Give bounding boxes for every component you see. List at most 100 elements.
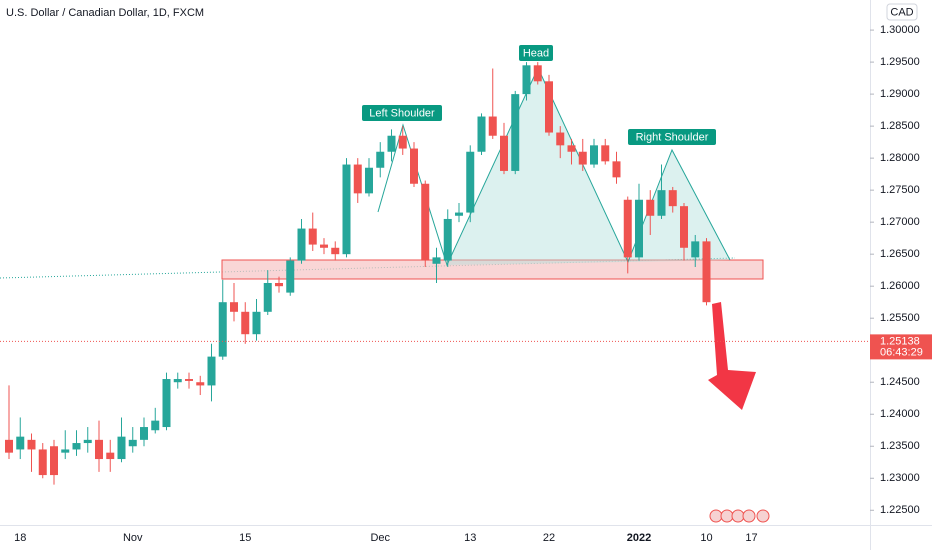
candle-body [241, 311, 250, 335]
candle-body [196, 382, 205, 386]
candle-body [252, 311, 261, 335]
y-tick-label: 1.27500 [880, 184, 920, 196]
candle-body [275, 282, 283, 287]
candle-body [500, 135, 508, 171]
candle-body [680, 206, 688, 248]
last-price-box [870, 334, 932, 360]
candle-body [106, 452, 115, 460]
candle-body [331, 247, 340, 255]
head-area [447, 68, 628, 265]
annotation: Right Shoulder [636, 131, 709, 143]
candle-body [590, 145, 598, 165]
y-tick-label: 1.26000 [880, 280, 920, 292]
candle-body [657, 190, 666, 216]
candle-body [185, 379, 193, 381]
y-tick-label: 1.28000 [880, 152, 920, 164]
last-price-label: 1.25138 [880, 335, 920, 347]
annotation-box [628, 129, 716, 145]
candle-body [387, 135, 396, 152]
candle-body [365, 167, 373, 194]
annotation: Left Shoulder [369, 107, 435, 119]
y-tick-label: 1.23500 [880, 440, 920, 452]
event-icons [709, 509, 770, 523]
currency: CAD [890, 6, 913, 18]
candle-body [691, 241, 700, 258]
countdown: 06:43:29 [880, 346, 923, 358]
x-tick-label: 15 [239, 532, 251, 544]
y-tick-label: 1.29000 [880, 88, 920, 100]
candle-body [207, 356, 216, 386]
candle-body [83, 439, 92, 444]
candle-body [162, 379, 171, 428]
y-tick-label: 1.24500 [880, 376, 920, 388]
candle-body [668, 190, 677, 207]
forecast-arrow [708, 302, 756, 410]
candle-body [16, 436, 25, 450]
x-tick-label: 18 [14, 532, 26, 544]
y-tick-label: 1.30000 [880, 24, 920, 36]
candle-body [646, 199, 655, 216]
candle-body [443, 218, 452, 261]
candle-body [511, 94, 520, 171]
candle-body [173, 379, 182, 383]
candle-body [522, 65, 531, 95]
annotation-box [362, 105, 442, 121]
candle-body [421, 183, 430, 261]
candle-body [477, 116, 486, 152]
candle-body [308, 228, 317, 245]
candle-body [72, 443, 81, 450]
candle-body [455, 212, 463, 216]
candle-body [50, 446, 58, 476]
candle-body [702, 241, 711, 303]
candle-body [286, 260, 295, 293]
y-tick-label: 1.22500 [880, 504, 920, 516]
candle-body [263, 282, 272, 312]
annotation-box [519, 45, 553, 61]
candle-body [140, 427, 148, 440]
candle-body [95, 439, 103, 460]
annotation: Head [523, 47, 549, 59]
candle-body [218, 302, 227, 357]
candle-body [151, 420, 160, 431]
candle-body [635, 199, 643, 258]
candle-body [230, 302, 238, 312]
x-tick-label: 2022 [627, 532, 651, 544]
candle-body [488, 116, 497, 136]
y-tick-label: 1.25500 [880, 312, 920, 324]
candle-body [38, 449, 47, 476]
candle-body [545, 81, 553, 133]
candle-body [432, 257, 441, 264]
candle-body [61, 449, 70, 453]
candle-body [601, 145, 610, 162]
x-tick-label: 13 [464, 532, 476, 544]
candle-body [27, 439, 36, 450]
x-tick-label: Dec [370, 532, 390, 544]
candle-body [623, 199, 632, 258]
y-tick-label: 1.27000 [880, 216, 920, 228]
x-tick-label: 22 [543, 532, 555, 544]
y-tick-label: 1.24000 [880, 408, 920, 420]
candle-body [353, 164, 362, 194]
candle-body [578, 151, 587, 165]
y-tick-label: 1.26500 [880, 248, 920, 260]
candle-body [342, 164, 351, 255]
candle-body [117, 436, 126, 460]
candle-body [612, 161, 621, 178]
y-tick-label: 1.29500 [880, 56, 920, 68]
y-tick-label: 1.28500 [880, 120, 920, 132]
candle-body [376, 151, 385, 168]
x-tick-label: Nov [123, 532, 143, 544]
candle-body [398, 135, 407, 149]
candle-body [466, 151, 475, 213]
candle-body [567, 145, 576, 152]
chart-title: U.S. Dollar / Canadian Dollar, 1D, FXCM [6, 7, 204, 19]
candle-body [556, 132, 565, 146]
y-tick-label: 1.23000 [880, 472, 920, 484]
candle-body [320, 244, 328, 248]
candle-body [410, 148, 418, 184]
candle-body [128, 439, 137, 447]
candle-body [533, 65, 542, 82]
right-shoulder-area [628, 150, 730, 262]
candle-body [5, 439, 13, 453]
candle-body [297, 228, 306, 261]
